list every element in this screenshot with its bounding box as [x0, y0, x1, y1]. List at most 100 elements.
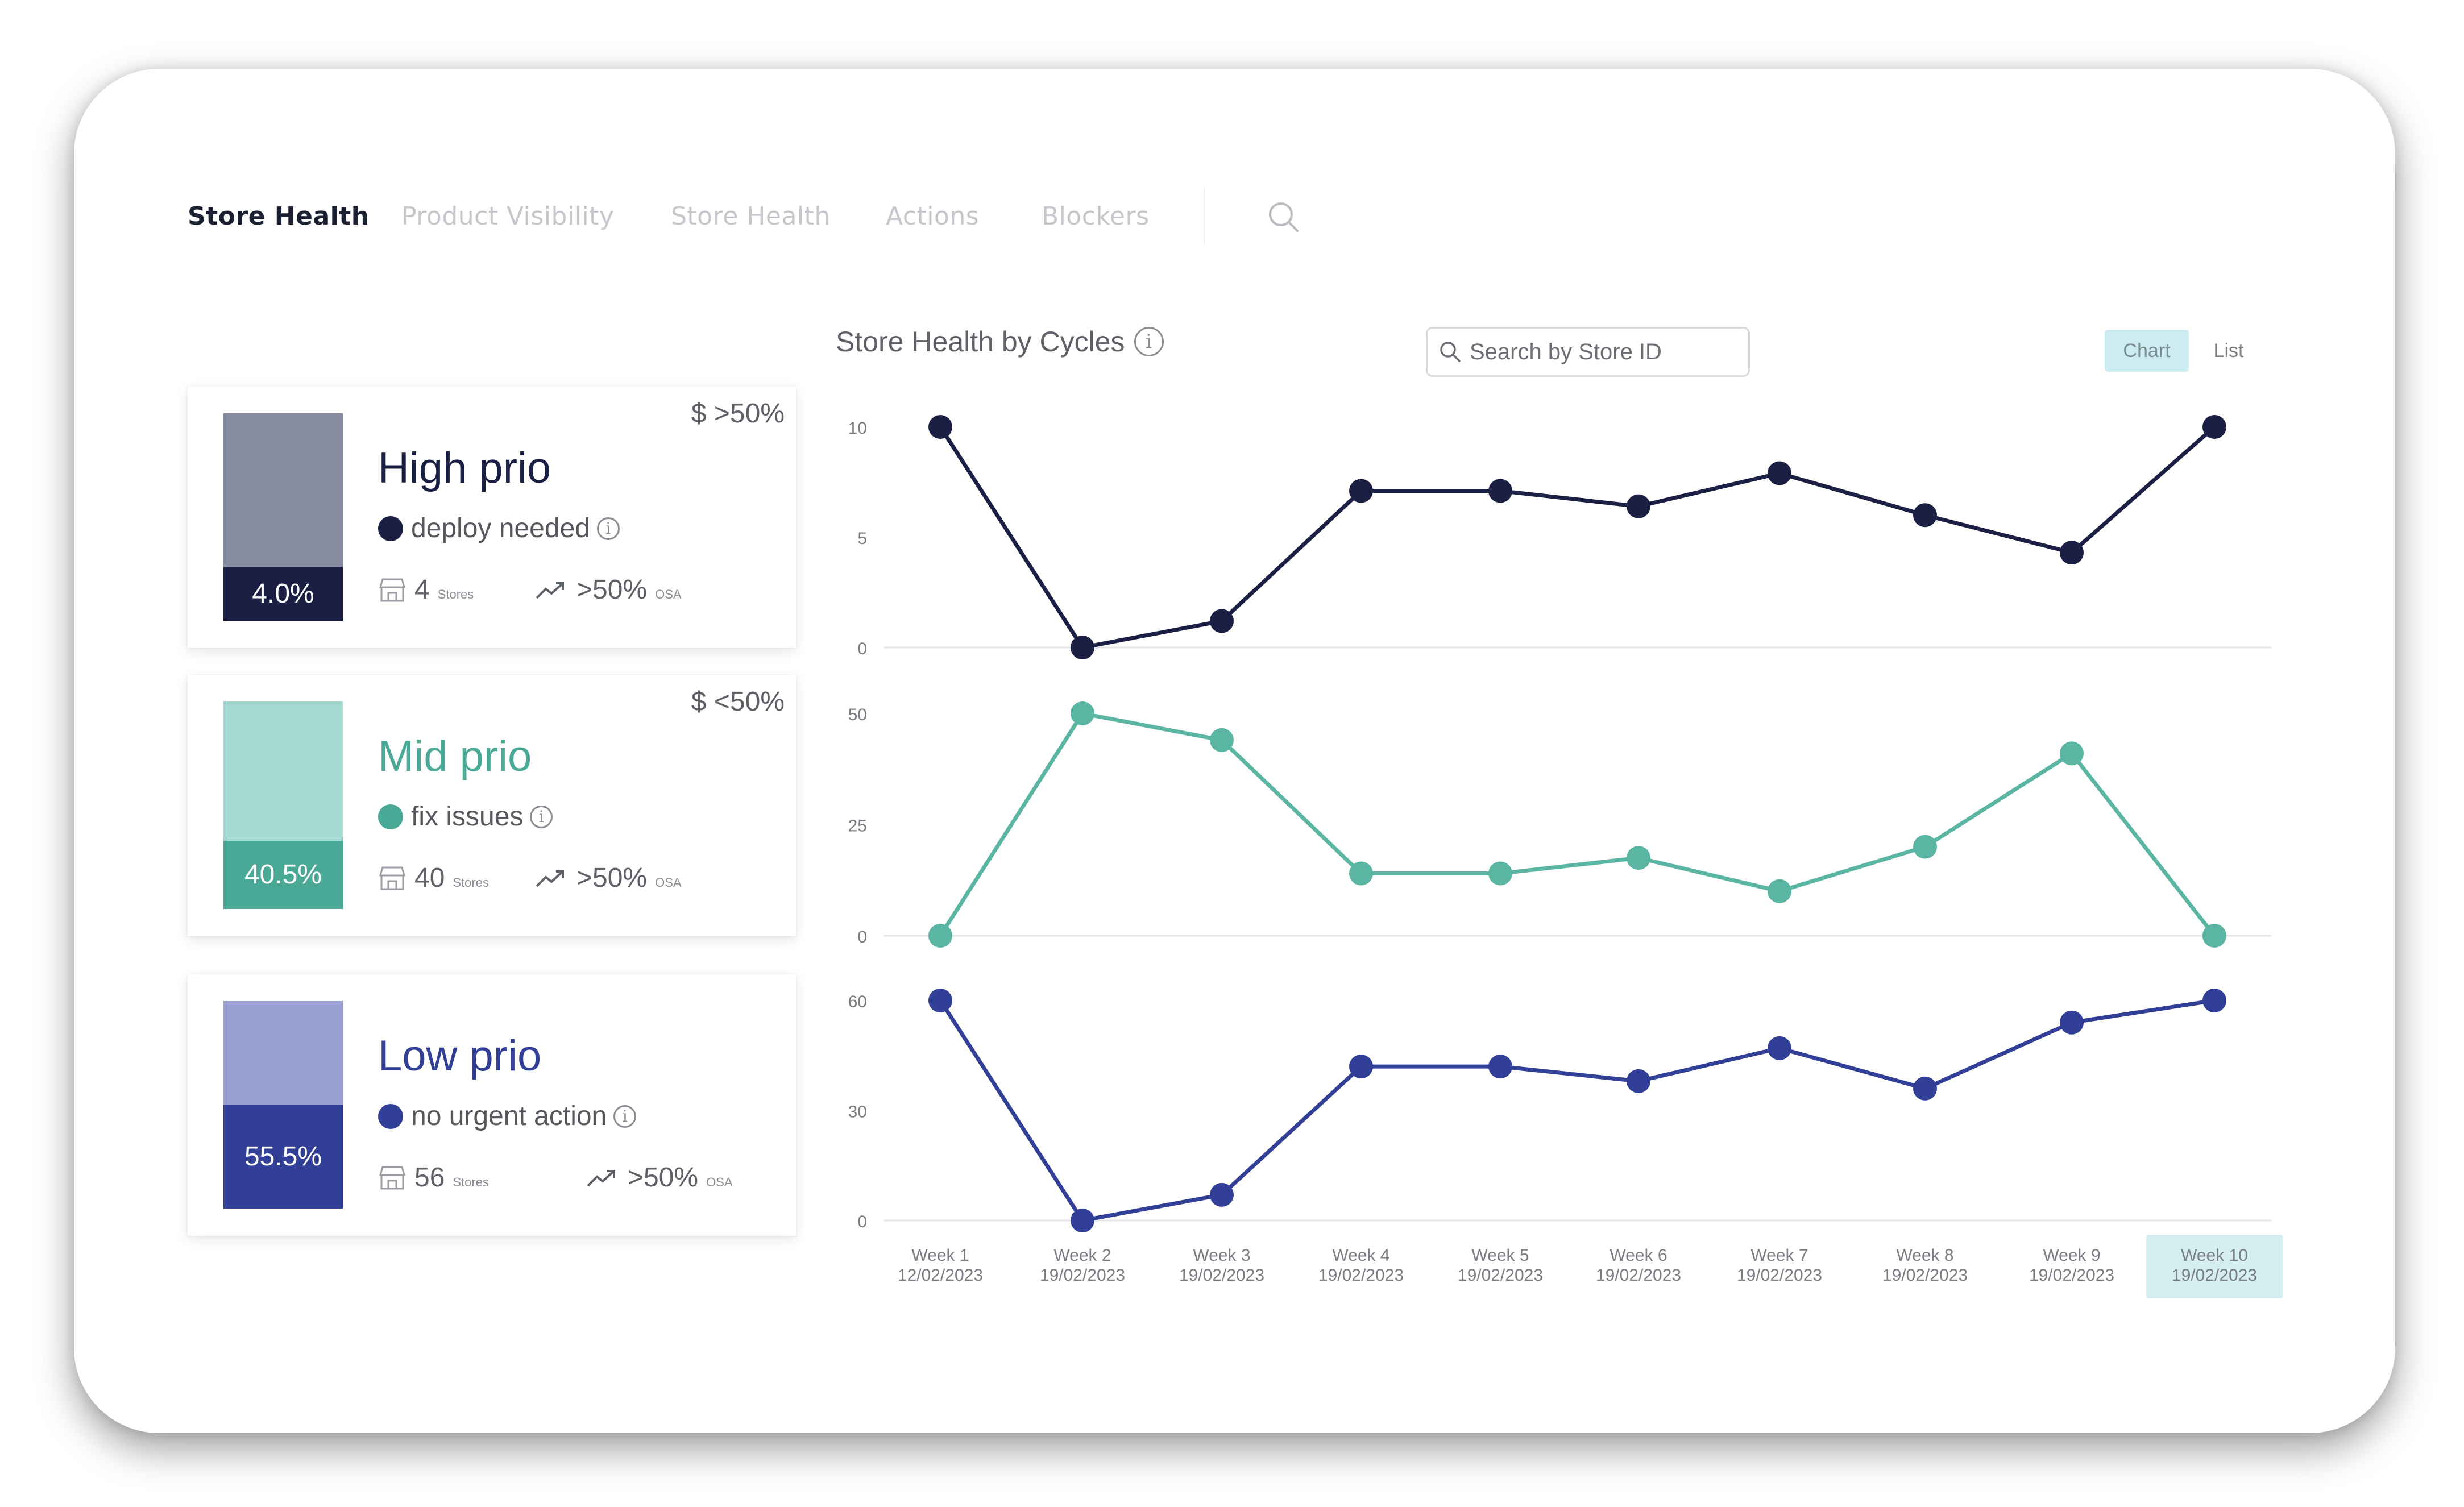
status-text: fix issues: [411, 802, 524, 832]
stores-count: 4 Stores: [378, 574, 474, 605]
x-tick-label: Week 7: [1750, 1246, 1808, 1265]
priority-bar-fill: 4.0%: [223, 567, 343, 621]
data-point: [1349, 1055, 1373, 1079]
nav-divider: [1204, 188, 1205, 244]
x-tick-date: 19/02/2023: [1458, 1266, 1543, 1285]
x-tick-label: Week 3: [1193, 1246, 1250, 1265]
stores-label: Stores: [437, 587, 474, 601]
priority-bar: 55.5%: [223, 1001, 343, 1209]
chart-title-text: Store Health by Cycles: [836, 326, 1125, 358]
series-line: [939, 998, 2215, 1223]
data-point: [1210, 728, 1234, 752]
info-icon[interactable]: i: [596, 517, 620, 540]
trend-up-icon: [536, 582, 564, 599]
osa-label: OSA: [706, 1175, 733, 1189]
stores-label: Stores: [453, 875, 489, 890]
osa-label: OSA: [655, 587, 682, 601]
x-tick-date: 12/02/2023: [898, 1266, 983, 1285]
stores-count: 40 Stores: [378, 862, 489, 894]
priority-card-high[interactable]: $ >50% 4.0% High prio deploy needed i 4 …: [188, 387, 796, 648]
osa-label: OSA: [655, 875, 682, 890]
data-point: [1913, 1076, 1937, 1101]
osa-text: >50%: [576, 863, 648, 893]
priority-percent: 55.5%: [244, 1141, 322, 1172]
card-title: Low prio: [378, 1032, 542, 1080]
info-icon[interactable]: i: [613, 1105, 637, 1128]
data-point: [1488, 479, 1512, 503]
x-tick-date: 19/02/2023: [1596, 1266, 1681, 1285]
data-point: [1627, 846, 1650, 870]
data-point: [1768, 879, 1791, 903]
osa-value: >50% OSA: [534, 862, 682, 894]
status-text: no urgent action: [411, 1101, 607, 1131]
stores-count: 56 Stores: [378, 1162, 489, 1193]
priority-percent: 40.5%: [244, 860, 322, 890]
store-icon: [379, 866, 405, 890]
priority-bar-fill: 55.5%: [223, 1105, 343, 1209]
y-tick-label: 60: [848, 993, 867, 1011]
stores-value: 56: [414, 1163, 445, 1193]
status-dot: [378, 1103, 403, 1129]
data-point: [1488, 861, 1512, 886]
data-point: [2060, 741, 2084, 766]
card-status: fix issues i: [378, 801, 553, 832]
status-dot: [378, 516, 403, 541]
search-icon[interactable]: [1267, 200, 1301, 234]
x-tick-label: Week 4: [1332, 1246, 1389, 1265]
data-point: [1071, 701, 1094, 725]
data-point: [2202, 415, 2226, 439]
y-tick-label: 30: [848, 1103, 867, 1122]
store-icon: [379, 1166, 405, 1189]
search-icon: [1440, 342, 1461, 362]
store-search-field[interactable]: [1426, 327, 1750, 377]
x-tick-label: Week 10: [2181, 1246, 2248, 1265]
data-point: [2060, 541, 2084, 565]
x-tick-label: Week 2: [1053, 1246, 1111, 1265]
list-view-button[interactable]: List: [2213, 339, 2244, 362]
data-point: [2060, 1010, 2084, 1035]
data-point: [1913, 835, 1937, 859]
card-status: deploy needed i: [378, 513, 620, 544]
y-tick-label: 0: [857, 1213, 867, 1231]
series-line: [939, 425, 2216, 650]
trend-up-icon: [587, 1169, 615, 1186]
data-point: [1210, 1182, 1234, 1207]
chart-title: Store Health by Cycles i: [836, 325, 1164, 358]
card-status: no urgent action i: [378, 1101, 637, 1132]
priority-bar: 4.0%: [223, 413, 343, 621]
y-tick-label: 5: [857, 529, 867, 548]
data-point: [2202, 989, 2226, 1012]
x-tick-label: Week 6: [1610, 1246, 1667, 1265]
threshold-label: $ >50%: [691, 398, 785, 429]
priority-card-low[interactable]: 55.5% Low prio no urgent action i 56 Sto…: [188, 974, 796, 1236]
chart-view-button[interactable]: Chart: [2105, 330, 2189, 372]
series-line: [939, 711, 2216, 937]
x-tick-label: Week 8: [1896, 1246, 1953, 1265]
store-search-input[interactable]: [1469, 338, 1721, 366]
data-point: [1627, 1069, 1650, 1093]
y-tick-label: 0: [857, 640, 867, 658]
tab-blockers[interactable]: Blockers: [1042, 202, 1150, 231]
tab-store-health-active[interactable]: Store Health: [188, 202, 370, 231]
x-tick-date: 19/02/2023: [1882, 1266, 1968, 1285]
x-tick-date: 19/02/2023: [2172, 1266, 2257, 1285]
tab-actions[interactable]: Actions: [886, 202, 980, 231]
osa-value: >50% OSA: [586, 1162, 733, 1193]
x-tick-label: Week 9: [2043, 1246, 2100, 1265]
info-icon[interactable]: i: [1134, 327, 1164, 356]
data-point: [1768, 461, 1791, 485]
osa-text: >50%: [628, 1163, 699, 1193]
x-tick-label: Week 1: [911, 1246, 969, 1265]
priority-card-mid[interactable]: $ <50% 40.5% Mid prio fix issues i 40 St…: [188, 675, 796, 936]
x-tick-date: 19/02/2023: [1040, 1266, 1125, 1285]
info-icon[interactable]: i: [530, 805, 553, 828]
x-tick-date: 19/02/2023: [2029, 1266, 2114, 1285]
data-point: [1071, 636, 1094, 659]
data-point: [1210, 609, 1234, 633]
y-tick-label: 0: [857, 928, 867, 946]
tab-store-health[interactable]: Store Health: [671, 202, 831, 231]
tab-product-visibility[interactable]: Product Visibility: [401, 202, 615, 231]
stores-value: 4: [414, 575, 430, 605]
card-title: High prio: [378, 444, 551, 492]
